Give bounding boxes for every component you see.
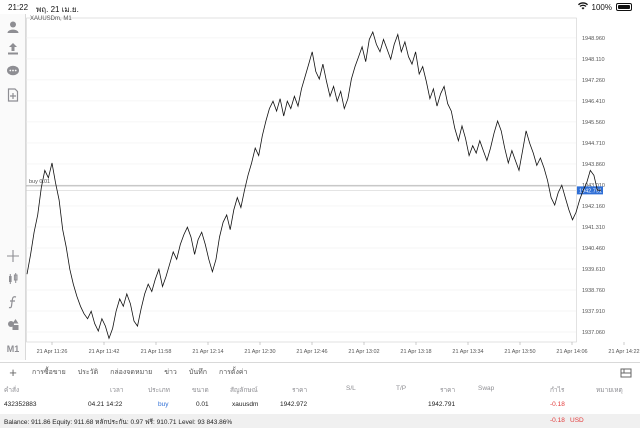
y-tick-label: 1947.260	[582, 78, 605, 84]
y-tick-label: 1943.010	[582, 183, 605, 189]
status-bar: 21:22 พฤ. 21 เม.ย. 100%	[0, 0, 640, 14]
tab-settings[interactable]: การตั้งค่า	[218, 368, 248, 376]
x-tick-label: 21 Apr 12:14	[192, 349, 223, 355]
tab-history[interactable]: ประวัติ	[77, 368, 99, 376]
chart-symbol-title: XAUUSDm, M1	[30, 16, 72, 22]
panel-layout-icon[interactable]	[620, 367, 632, 379]
summary-profit: -0.18	[550, 417, 565, 424]
summary-text: Balance: 911.86 Equity: 911.68 หลักประกั…	[4, 419, 233, 426]
table-row[interactable]: 432352883 04.21 14:22 buy 0.01 xauusdm 1…	[0, 398, 640, 412]
y-tick-label: 1939.610	[582, 267, 605, 273]
col-open-price: ราคา	[292, 387, 308, 394]
col-profit: กำไร	[550, 387, 565, 394]
col-volume: ขนาด	[192, 387, 209, 394]
orders-table-header: คำสั่ง เวลา ประเภท ขนาด สัญลักษณ์ ราคา S…	[0, 382, 640, 396]
x-tick-label: 21 Apr 12:30	[244, 349, 275, 355]
x-tick-label: 21 Apr 13:34	[452, 349, 483, 355]
x-tick-label: 21 Apr 13:50	[504, 349, 535, 355]
battery-icon	[616, 3, 632, 11]
y-tick-label: 1941.310	[582, 225, 605, 231]
col-order: คำสั่ง	[4, 387, 20, 394]
crosshair-icon[interactable]	[4, 247, 22, 265]
tab-mailbox[interactable]: กล่องจดหมาย	[110, 368, 153, 376]
add-panel-button[interactable]: +	[9, 365, 17, 380]
y-tick-label: 1940.460	[582, 246, 605, 252]
row-order: 432352883	[4, 401, 37, 408]
row-type: buy	[158, 401, 169, 408]
price-chart-canvas: 1948.960 1948.110 1947.260 1946.410 1945.560…	[26, 17, 640, 355]
price-chart[interactable]: 1948.960 1948.110 1947.260 1946.410 1945.560…	[26, 14, 640, 360]
row-open-price: 1942.972	[280, 401, 308, 408]
share-icon[interactable]	[4, 40, 22, 58]
tab-journal[interactable]: บันทึก	[188, 368, 207, 376]
status-date: พฤ. 21 เม.ย.	[36, 5, 79, 14]
bottom-tabs: + การซื้อขาย ประวัติ กล่องจดหมาย ข่าว บั…	[0, 362, 640, 382]
x-tick-label: 21 Apr 11:58	[141, 349, 172, 355]
x-tick-label: 21 Apr 12:46	[296, 349, 327, 355]
y-tick-label: 1945.560	[582, 120, 605, 126]
y-tick-label: 1937.060	[582, 330, 605, 336]
y-tick-label: 1948.110	[582, 57, 605, 63]
col-symbol: สัญลักษณ์	[230, 387, 258, 394]
col-type: ประเภท	[148, 387, 170, 394]
x-tick-label: 21 Apr 14:22	[608, 349, 639, 355]
battery-percent: 100%	[591, 2, 612, 12]
chat-icon[interactable]	[4, 62, 22, 80]
col-tp: T/P	[396, 385, 407, 392]
x-tick-label: 21 Apr 11:26	[37, 349, 68, 355]
x-tick-label: 21 Apr 11:42	[89, 349, 120, 355]
timeframe-button[interactable]: M1	[6, 344, 20, 354]
y-tick-label: 1942.160	[582, 204, 605, 210]
y-tick-label: 1937.910	[582, 309, 605, 315]
col-sl: S/L	[346, 385, 356, 392]
price-tag-label: 1942.791	[579, 188, 602, 194]
plot-frame	[26, 17, 577, 343]
row-profit: -0.18	[550, 401, 565, 408]
col-swap: Swap	[478, 385, 495, 392]
indicators-icon[interactable]	[4, 270, 22, 288]
new-order-icon[interactable]	[4, 86, 22, 104]
objects-icon[interactable]	[4, 316, 22, 334]
account-summary: Balance: 911.86 Equity: 911.68 หลักประกั…	[0, 414, 640, 428]
x-tick-label: 21 Apr 13:18	[400, 349, 431, 355]
x-tick-label: 21 Apr 13:02	[348, 349, 379, 355]
status-time: 21:22	[8, 3, 29, 12]
col-time: เวลา	[110, 387, 124, 394]
col-comment: หมายเหตุ	[596, 387, 623, 394]
y-tick-label: 1948.960	[582, 36, 605, 42]
row-symbol: xauusdm	[232, 401, 259, 408]
chart-toolbar: M1	[0, 14, 26, 360]
col-price: ราคา	[440, 387, 456, 394]
tab-news[interactable]: ข่าว	[164, 368, 177, 376]
y-tick-label: 1944.710	[582, 141, 605, 147]
row-price: 1942.791	[428, 401, 456, 408]
y-tick-label: 1943.860	[582, 162, 605, 168]
y-tick-label: 1946.410	[582, 99, 605, 105]
order-line-label: buy 0.01	[29, 179, 50, 185]
price-tag	[577, 186, 603, 195]
summary-currency: USD	[570, 417, 584, 424]
function-icon[interactable]	[4, 293, 22, 311]
account-icon[interactable]	[4, 18, 22, 36]
wifi-icon	[577, 2, 588, 12]
status-right: 100%	[577, 2, 632, 12]
x-tick-label: 21 Apr 14:06	[556, 349, 587, 355]
y-tick-label: 1938.760	[582, 288, 605, 294]
tab-trade[interactable]: การซื้อขาย	[32, 368, 66, 376]
price-series-line	[26, 30, 601, 340]
row-time: 04.21 14:22	[88, 401, 123, 408]
row-volume: 0.01	[196, 401, 209, 408]
